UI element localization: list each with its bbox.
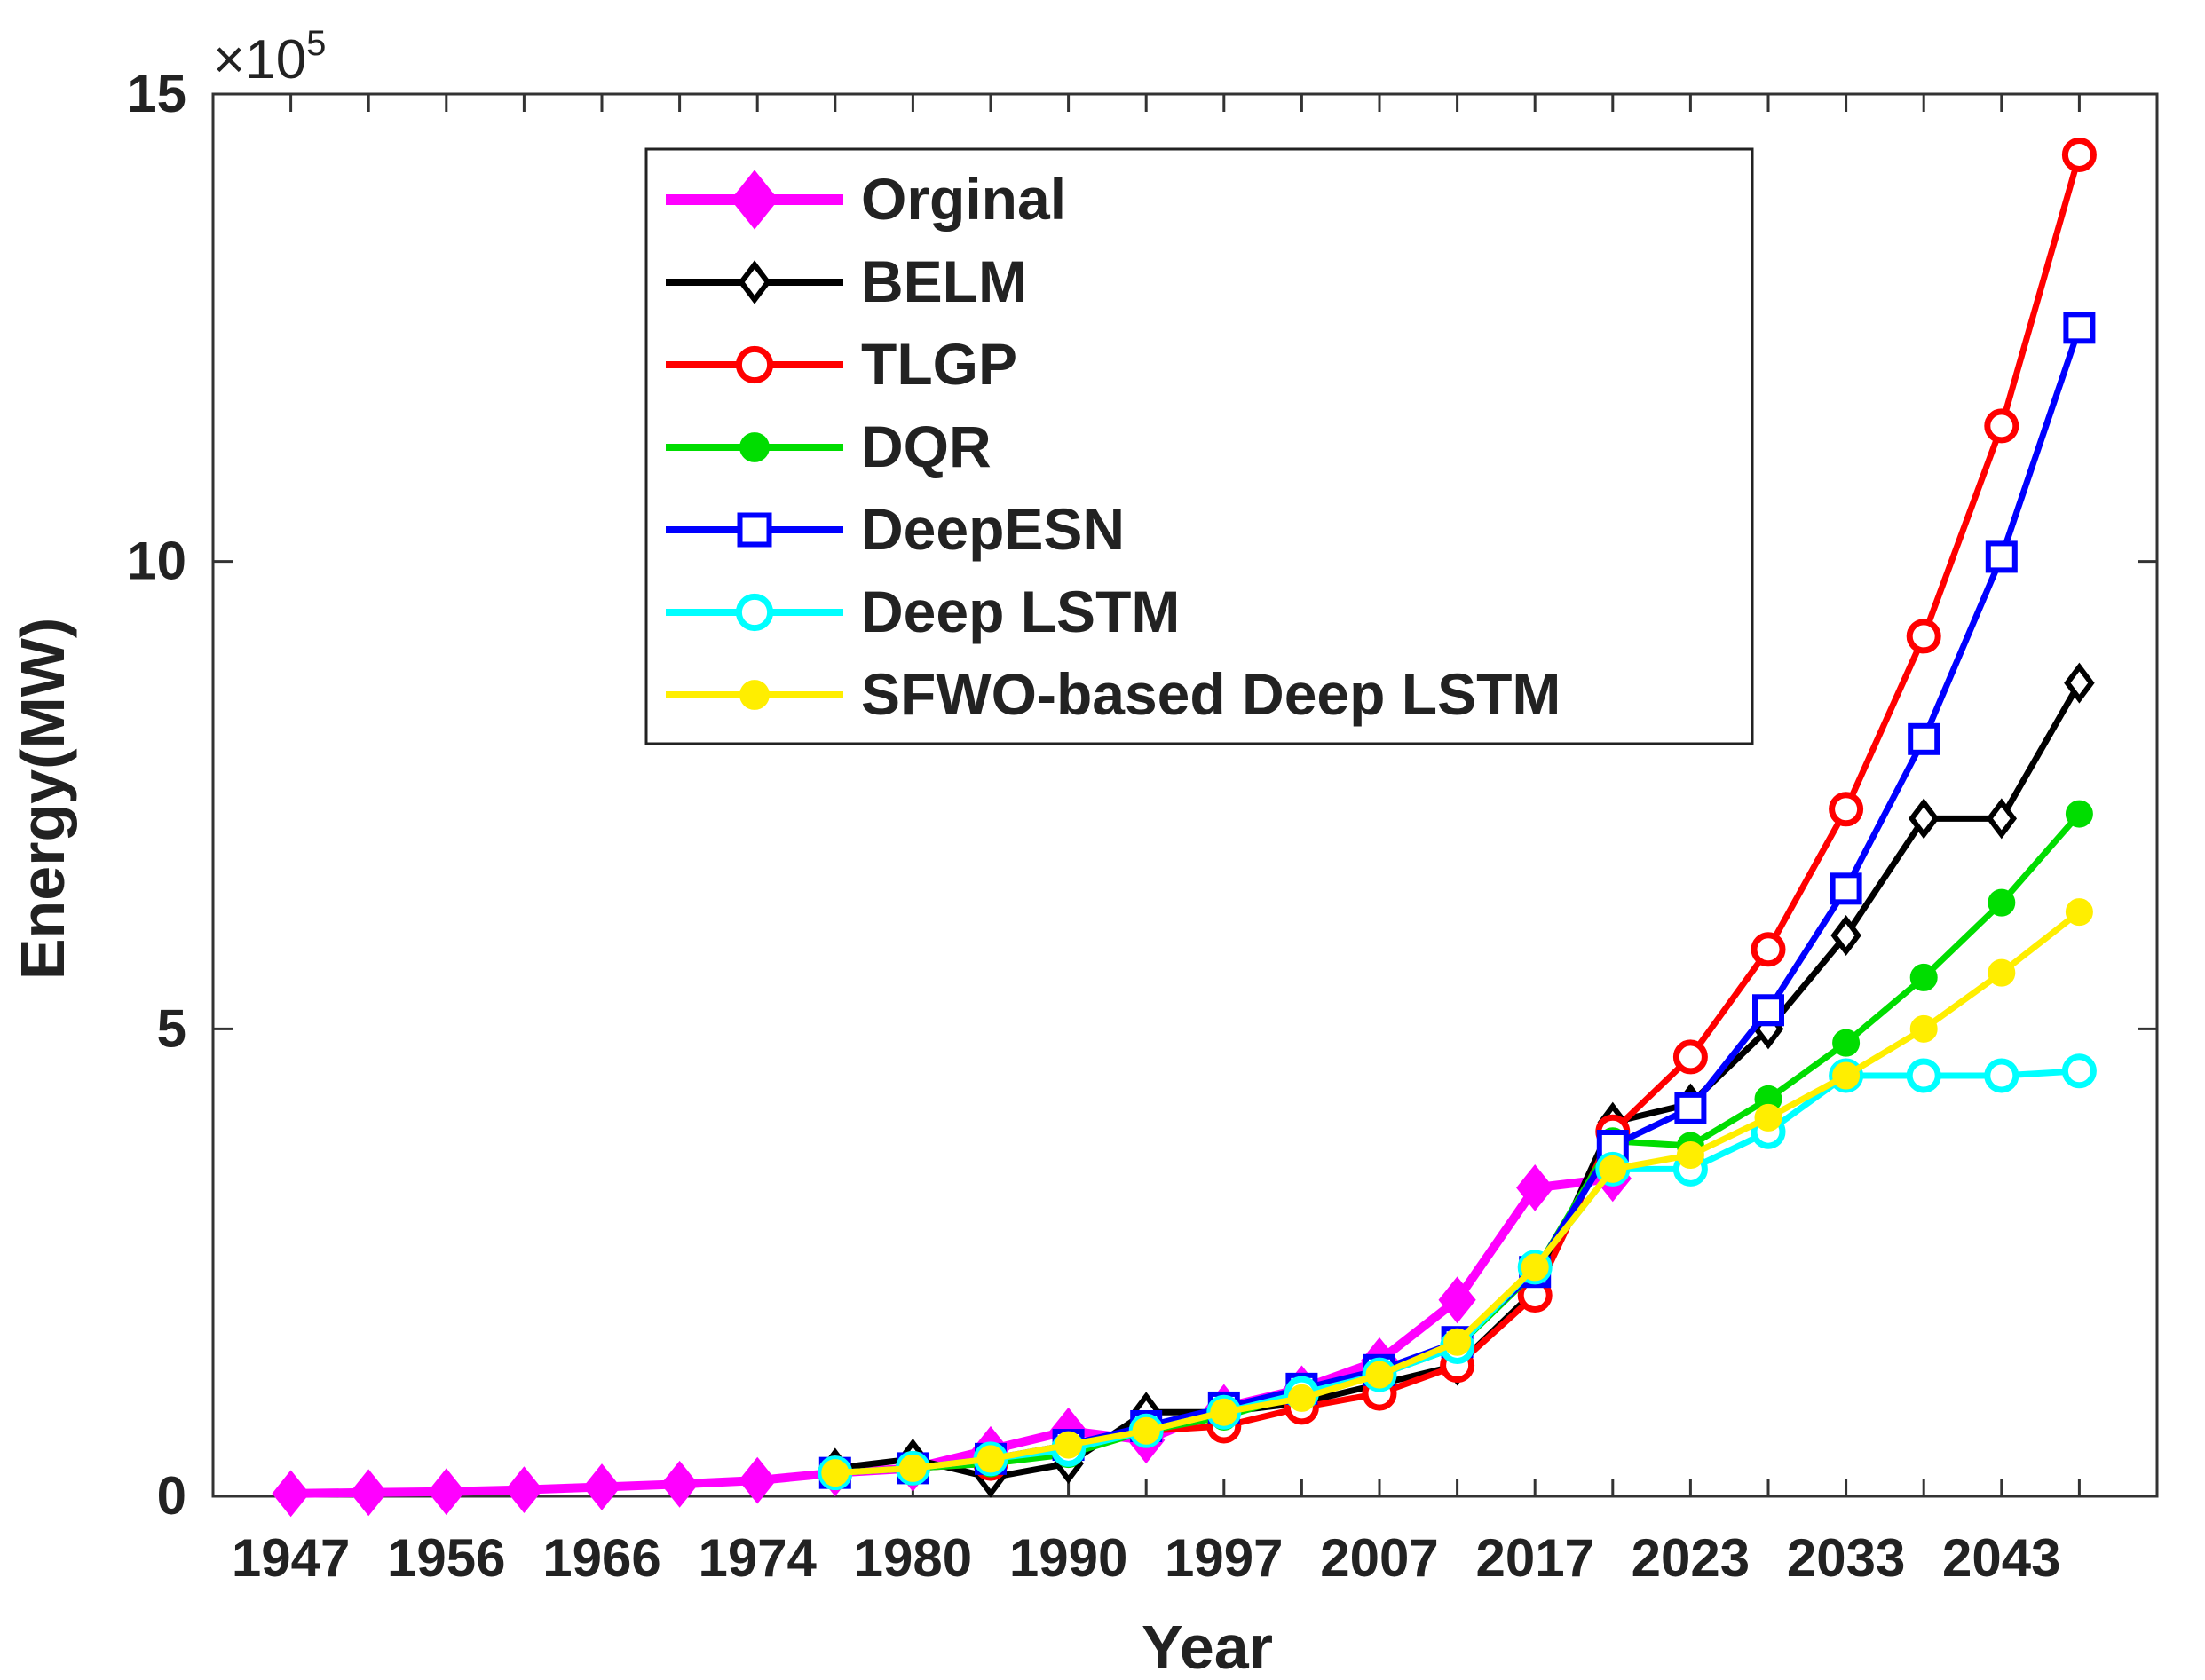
legend-label: BELM <box>861 248 1027 314</box>
data-marker <box>1830 872 1862 905</box>
data-marker <box>1055 1431 1083 1459</box>
x-tick-label: 2023 <box>1632 1528 1750 1588</box>
data-marker <box>735 345 774 384</box>
data-marker <box>1365 1361 1394 1389</box>
data-marker <box>739 432 770 462</box>
x-tick-labels: 1947 1956 1966 1974 1980 1990 1997 2007 2017 2023… <box>232 1528 2061 1588</box>
data-marker <box>2064 662 2095 704</box>
legend-item: TLGP <box>666 331 1017 397</box>
data-marker <box>1908 798 1940 840</box>
series-sfwo-based-deep-lstm <box>821 898 2093 1487</box>
multiplier-exponent: 5 <box>306 24 326 63</box>
data-marker <box>1287 1384 1316 1412</box>
data-marker <box>1909 1014 1938 1043</box>
data-marker <box>2063 312 2096 344</box>
x-tick-label: 1966 <box>542 1528 660 1588</box>
data-marker <box>1909 963 1938 991</box>
data-marker <box>1830 915 1861 956</box>
data-marker <box>821 1459 850 1487</box>
data-marker <box>1752 994 1784 1027</box>
data-marker <box>1754 1103 1782 1132</box>
legend-item: BELM <box>666 248 1027 314</box>
x-tick-label: 1997 <box>1165 1528 1283 1588</box>
legend-label: Deep LSTM <box>861 579 1180 644</box>
x-tick-label: 1980 <box>854 1528 972 1588</box>
legend: Orginal BELM TLGP DQR DeepESN Deep LSTM SFWO-b… <box>644 147 1754 745</box>
data-marker <box>1516 1163 1554 1211</box>
data-marker <box>2065 898 2093 927</box>
legend-label: DQR <box>861 414 992 479</box>
legend-item: Deep LSTM <box>666 579 1180 644</box>
data-marker <box>1210 1398 1238 1426</box>
x-tick-label: 2017 <box>1475 1528 1593 1588</box>
y-tick-label: 0 <box>157 1466 186 1526</box>
y-tick-label: 5 <box>157 998 186 1058</box>
data-marker <box>1676 1141 1704 1170</box>
data-marker <box>976 1445 1005 1473</box>
data-marker <box>1521 1253 1549 1282</box>
x-tick-label: 2033 <box>1787 1528 1905 1588</box>
data-marker <box>505 1466 543 1514</box>
x-tick-label: 2043 <box>1942 1528 2060 1588</box>
data-marker <box>1908 722 1940 755</box>
x-tick-label: 1990 <box>1009 1528 1127 1588</box>
multiplier-base: ×10 <box>213 29 306 91</box>
data-marker <box>582 1463 621 1510</box>
series-layer <box>272 137 2097 1518</box>
y-tick-labels: 0 5 10 15 <box>127 64 186 1526</box>
data-marker <box>1986 798 2018 840</box>
data-marker <box>739 680 770 710</box>
data-marker <box>1438 1276 1476 1324</box>
data-marker <box>1132 1416 1160 1445</box>
legend-label: DeepESN <box>861 496 1125 562</box>
data-marker <box>898 1454 927 1482</box>
x-tick-label: 1956 <box>387 1528 505 1588</box>
y-tick-label: 10 <box>127 532 186 591</box>
legend-item: DQR <box>666 414 992 479</box>
y-axis-label: Energy(MW) <box>8 618 77 980</box>
data-marker <box>1985 540 2018 573</box>
data-marker <box>1832 1061 1861 1090</box>
x-tick-label: 1947 <box>232 1528 350 1588</box>
x-axis-label: Year <box>1142 1613 1273 1680</box>
data-marker <box>1984 408 2019 444</box>
legend-label: SFWO-based Deep LSTM <box>861 661 1561 727</box>
data-marker <box>350 1469 388 1517</box>
data-marker <box>2061 1053 2097 1089</box>
data-marker <box>731 170 778 230</box>
data-marker <box>1984 1058 2019 1093</box>
data-marker <box>735 593 774 632</box>
data-marker <box>1751 932 1786 967</box>
data-marker <box>739 1456 777 1504</box>
legend-item: SFWO-based Deep LSTM <box>666 661 1561 727</box>
y-axis-multiplier: ×105 <box>213 24 326 91</box>
x-tick-label: 2007 <box>1320 1528 1438 1588</box>
legend-item: DeepESN <box>666 496 1125 562</box>
data-marker <box>1832 1029 1861 1057</box>
data-marker <box>1443 1328 1472 1356</box>
data-marker <box>2061 137 2097 172</box>
data-marker <box>660 1460 699 1508</box>
data-marker <box>427 1468 465 1516</box>
data-marker <box>1674 1092 1707 1124</box>
data-marker <box>1988 888 2016 917</box>
data-marker <box>1906 1058 1941 1093</box>
data-marker <box>2065 800 2093 828</box>
data-marker <box>1599 1155 1627 1183</box>
y-tick-label: 15 <box>127 64 186 123</box>
legend-label: Orginal <box>861 166 1066 232</box>
legend-label: TLGP <box>861 331 1017 397</box>
data-marker <box>1672 1039 1708 1075</box>
data-marker <box>1829 792 1864 827</box>
data-marker <box>1988 958 2016 987</box>
legend-item: Orginal <box>666 166 1066 232</box>
x-tick-label: 1974 <box>698 1528 817 1588</box>
data-marker <box>1906 619 1941 654</box>
data-marker <box>272 1470 310 1518</box>
data-marker <box>738 260 771 304</box>
data-marker <box>737 512 772 548</box>
